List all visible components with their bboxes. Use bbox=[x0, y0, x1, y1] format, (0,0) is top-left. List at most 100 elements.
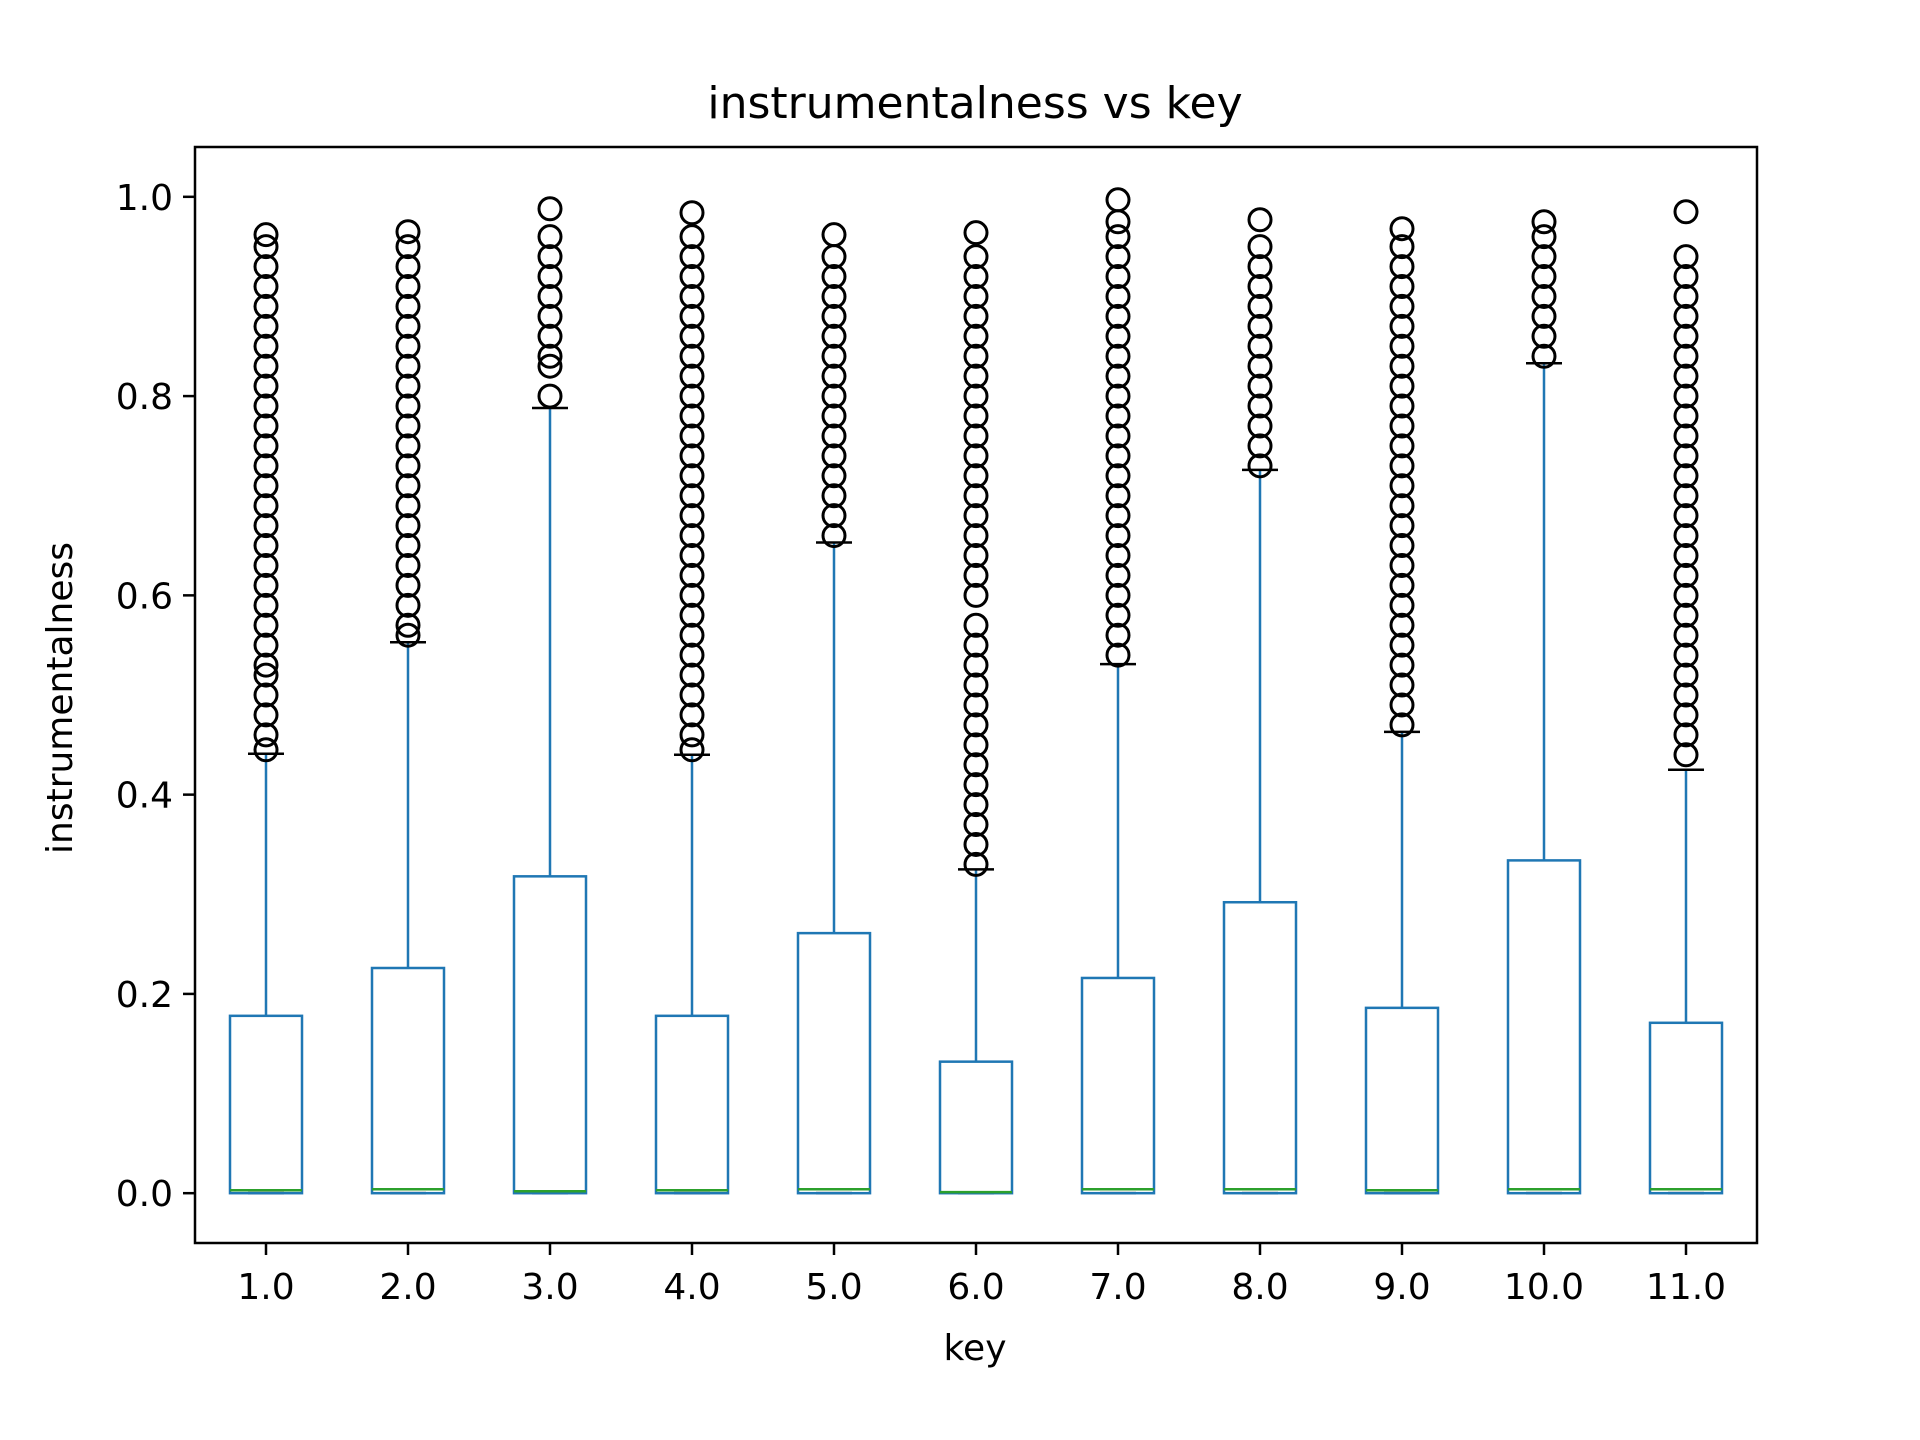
outlier-point bbox=[253, 413, 279, 439]
outlier-point bbox=[1247, 293, 1273, 319]
outlier-point bbox=[1389, 712, 1415, 738]
outlier-point bbox=[537, 323, 563, 349]
outlier-point bbox=[1673, 283, 1699, 309]
outlier-point bbox=[821, 523, 847, 549]
outlier-point bbox=[821, 264, 847, 290]
box-group-key-9.0 bbox=[1364, 216, 1440, 1195]
outlier-point bbox=[395, 612, 421, 638]
outlier-point bbox=[1673, 443, 1699, 469]
outlier-point bbox=[1531, 244, 1557, 270]
y-tick-label: 0.4 bbox=[116, 776, 173, 817]
outlier-point bbox=[1247, 393, 1273, 419]
box-group-key-1.0 bbox=[228, 222, 304, 1195]
outlier-point bbox=[1105, 602, 1131, 628]
outlier-point bbox=[1389, 216, 1415, 242]
outlier-point bbox=[1389, 453, 1415, 479]
outlier-point bbox=[1673, 264, 1699, 290]
outlier-point bbox=[963, 244, 989, 270]
outlier-point bbox=[537, 343, 563, 369]
outlier-point bbox=[963, 463, 989, 489]
outlier-point bbox=[1389, 433, 1415, 459]
outlier-point bbox=[1389, 234, 1415, 260]
outlier-point bbox=[253, 453, 279, 479]
outlier-point bbox=[395, 513, 421, 539]
outlier-point bbox=[395, 254, 421, 280]
outlier-point bbox=[1247, 273, 1273, 299]
outlier-point bbox=[1531, 343, 1557, 369]
outlier-point bbox=[1531, 303, 1557, 329]
outlier-point bbox=[963, 363, 989, 389]
outlier-point bbox=[963, 264, 989, 290]
outlier-point bbox=[1531, 209, 1557, 235]
outlier-point bbox=[679, 737, 705, 763]
box-group-key-10.0 bbox=[1506, 209, 1582, 1195]
outlier-point bbox=[1389, 592, 1415, 618]
outlier-point bbox=[1673, 244, 1699, 270]
outlier-point bbox=[253, 493, 279, 519]
box-iqr bbox=[1648, 1021, 1724, 1195]
outlier-point bbox=[1247, 373, 1273, 399]
outlier-point bbox=[679, 523, 705, 549]
box-iqr bbox=[1364, 1006, 1440, 1195]
outlier-point bbox=[963, 712, 989, 738]
outlier-point bbox=[395, 473, 421, 499]
outlier-point bbox=[679, 463, 705, 489]
box-group-key-6.0 bbox=[938, 220, 1014, 1195]
outlier-point bbox=[679, 343, 705, 369]
outlier-point bbox=[253, 722, 279, 748]
box-iqr bbox=[654, 1014, 730, 1195]
outlier-point bbox=[253, 222, 279, 248]
outlier-point bbox=[963, 612, 989, 638]
outlier-point bbox=[395, 273, 421, 299]
outlier-point bbox=[395, 234, 421, 260]
outlier-point bbox=[537, 383, 563, 409]
outlier-point bbox=[821, 343, 847, 369]
outlier-point bbox=[963, 772, 989, 798]
outlier-point bbox=[963, 562, 989, 588]
outlier-point bbox=[963, 383, 989, 409]
outlier-point bbox=[1105, 463, 1131, 489]
outlier-point bbox=[537, 303, 563, 329]
outlier-point bbox=[395, 533, 421, 559]
box-iqr bbox=[1506, 859, 1582, 1195]
outlier-point bbox=[963, 851, 989, 877]
outlier-point bbox=[1673, 323, 1699, 349]
outlier-point bbox=[537, 264, 563, 290]
outlier-point bbox=[963, 692, 989, 718]
x-tick-label: 4.0 bbox=[663, 1267, 720, 1308]
y-tick-label: 0.8 bbox=[116, 377, 173, 418]
outlier-point bbox=[253, 682, 279, 708]
outlier-point bbox=[1531, 323, 1557, 349]
outlier-point bbox=[963, 423, 989, 449]
outlier-point bbox=[679, 702, 705, 728]
outlier-point bbox=[537, 224, 563, 250]
outlier-point bbox=[821, 303, 847, 329]
outlier-point bbox=[1247, 333, 1273, 359]
outlier-point bbox=[1389, 313, 1415, 339]
outlier-point bbox=[1531, 224, 1557, 250]
outlier-point bbox=[821, 423, 847, 449]
outlier-point bbox=[821, 222, 847, 248]
outlier-point bbox=[679, 722, 705, 748]
outlier-point bbox=[1673, 722, 1699, 748]
outlier-point bbox=[1105, 523, 1131, 549]
outlier-point bbox=[963, 672, 989, 698]
outlier-point bbox=[1105, 483, 1131, 509]
outlier-point bbox=[963, 582, 989, 608]
x-tick-label: 3.0 bbox=[521, 1267, 578, 1308]
outlier-point bbox=[1673, 562, 1699, 588]
outlier-point bbox=[1673, 642, 1699, 668]
outlier-point bbox=[1105, 622, 1131, 648]
outlier-point bbox=[963, 812, 989, 838]
outlier-point bbox=[679, 323, 705, 349]
y-tick-label: 0.2 bbox=[116, 975, 173, 1016]
x-tick-label: 6.0 bbox=[947, 1267, 1004, 1308]
outlier-point bbox=[821, 463, 847, 489]
box-group-key-3.0 bbox=[512, 196, 588, 1195]
y-axis-label: instrumentalness bbox=[40, 542, 81, 854]
outlier-point bbox=[679, 403, 705, 429]
y-tick-label: 1.0 bbox=[116, 178, 173, 219]
outlier-point bbox=[1105, 264, 1131, 290]
outlier-point bbox=[1389, 552, 1415, 578]
outlier-point bbox=[679, 264, 705, 290]
